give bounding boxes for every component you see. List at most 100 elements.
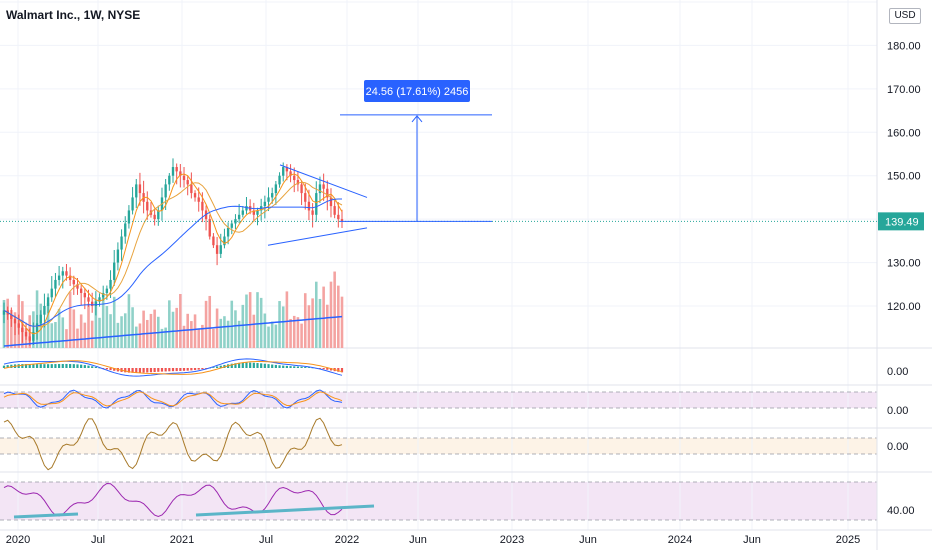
macd-hist-bar bbox=[215, 366, 219, 368]
candle-body bbox=[274, 184, 278, 194]
candle-body bbox=[127, 210, 131, 224]
candle-body bbox=[157, 210, 160, 220]
candle-body bbox=[24, 332, 28, 337]
macd-hist-bar bbox=[256, 363, 259, 368]
price-tick-label: 180.00 bbox=[887, 40, 921, 52]
candle-body bbox=[315, 193, 318, 215]
volume-bar bbox=[160, 328, 164, 348]
volume-bar bbox=[234, 310, 237, 348]
candle-body bbox=[65, 271, 68, 276]
volume-bar bbox=[171, 311, 175, 348]
macd-hist-bar bbox=[304, 367, 307, 368]
price-tick-label: 150.00 bbox=[887, 171, 921, 183]
candle-body bbox=[68, 275, 72, 280]
candle-body bbox=[164, 184, 167, 198]
volume-bar bbox=[311, 298, 314, 348]
candle-body bbox=[87, 297, 90, 302]
macd-hist-bar bbox=[160, 368, 164, 372]
time-tick-label: 2020 bbox=[6, 534, 30, 546]
volume-bar bbox=[98, 317, 101, 348]
candle-body bbox=[135, 184, 138, 198]
macd-hist-bar bbox=[28, 364, 31, 368]
volume-bar bbox=[208, 295, 212, 348]
measure-label-box bbox=[364, 80, 470, 102]
volume-bar bbox=[105, 306, 109, 348]
macd-hist-bar bbox=[168, 368, 171, 372]
macd-hist-bar bbox=[249, 362, 252, 368]
currency-label[interactable]: USD bbox=[889, 8, 921, 24]
volume-bar bbox=[50, 323, 54, 348]
volume-bar bbox=[10, 309, 13, 348]
macd-hist-bar bbox=[124, 368, 127, 373]
macd-hist-bar bbox=[271, 364, 274, 368]
candle-body bbox=[17, 323, 20, 328]
macd-hist-bar bbox=[171, 368, 175, 372]
candle-body bbox=[234, 219, 237, 224]
rsi-axis-label: 40.00 bbox=[887, 505, 915, 517]
volume-bar bbox=[252, 314, 256, 348]
macd-hist-bar bbox=[135, 368, 138, 373]
time-tick-label: 2022 bbox=[335, 534, 359, 546]
candle-body bbox=[271, 193, 274, 198]
volume-bar bbox=[197, 328, 201, 348]
candle-body bbox=[109, 279, 112, 289]
volume-bar bbox=[164, 327, 167, 348]
candle-body bbox=[32, 332, 35, 341]
cci-line bbox=[3, 417, 343, 471]
measure-label: 24.56 (17.61%) 2456 bbox=[366, 86, 469, 98]
macd-hist-bar bbox=[10, 364, 13, 368]
volume-bar bbox=[256, 292, 259, 348]
volume-bar bbox=[303, 293, 307, 348]
time-tick-label: 2024 bbox=[668, 534, 692, 546]
volume-bar bbox=[179, 293, 182, 348]
candle-body bbox=[201, 201, 204, 211]
volume-bar bbox=[296, 317, 300, 348]
volume-bar bbox=[68, 291, 72, 348]
candle-body bbox=[153, 214, 156, 220]
candle-body bbox=[333, 206, 336, 215]
volume-bar bbox=[237, 320, 241, 348]
candle-body bbox=[326, 188, 329, 198]
candle-body bbox=[146, 201, 149, 211]
candle-body bbox=[57, 275, 61, 280]
volume-bar bbox=[201, 324, 204, 348]
volume-bar bbox=[131, 307, 134, 348]
cci-band bbox=[0, 438, 877, 454]
candle-body bbox=[39, 314, 42, 324]
candle-body bbox=[190, 184, 193, 194]
candle-body bbox=[131, 197, 134, 211]
volume-bar bbox=[149, 313, 153, 348]
volume-bar bbox=[2, 299, 6, 348]
candle-body bbox=[285, 167, 289, 172]
current-price-badge bbox=[878, 212, 924, 231]
macd-hist-bar bbox=[322, 368, 325, 370]
macd-hist-bar bbox=[32, 364, 35, 368]
volume-bar bbox=[219, 318, 223, 348]
macd-hist-bar bbox=[263, 363, 266, 368]
candle-body bbox=[293, 175, 296, 181]
macd-hist-bar bbox=[21, 364, 24, 368]
macd-hist-bar bbox=[6, 365, 9, 368]
volume-bar bbox=[278, 301, 281, 348]
candle-body bbox=[10, 314, 13, 320]
time-tick-label: 2025 bbox=[836, 534, 860, 546]
macd-hist-bar bbox=[113, 368, 116, 371]
candle-body bbox=[120, 236, 123, 250]
macd-hist-bar bbox=[296, 366, 300, 368]
macd-hist-bar bbox=[65, 363, 68, 368]
candle-body bbox=[171, 167, 175, 176]
volume-bar bbox=[329, 281, 333, 348]
candle-body bbox=[237, 214, 241, 220]
volume-bar bbox=[267, 326, 270, 348]
volume-bar bbox=[314, 281, 318, 348]
candle-body bbox=[263, 201, 267, 207]
macd-hist-bar bbox=[58, 364, 61, 368]
macd-hist-bar bbox=[193, 368, 197, 371]
macd-hist-bar bbox=[230, 363, 233, 368]
macd-histogram bbox=[2, 362, 344, 373]
volume-bar bbox=[215, 308, 219, 348]
macd-hist-bar bbox=[61, 363, 64, 368]
macd-hist-bar bbox=[190, 368, 193, 371]
candle-body bbox=[340, 219, 344, 222]
